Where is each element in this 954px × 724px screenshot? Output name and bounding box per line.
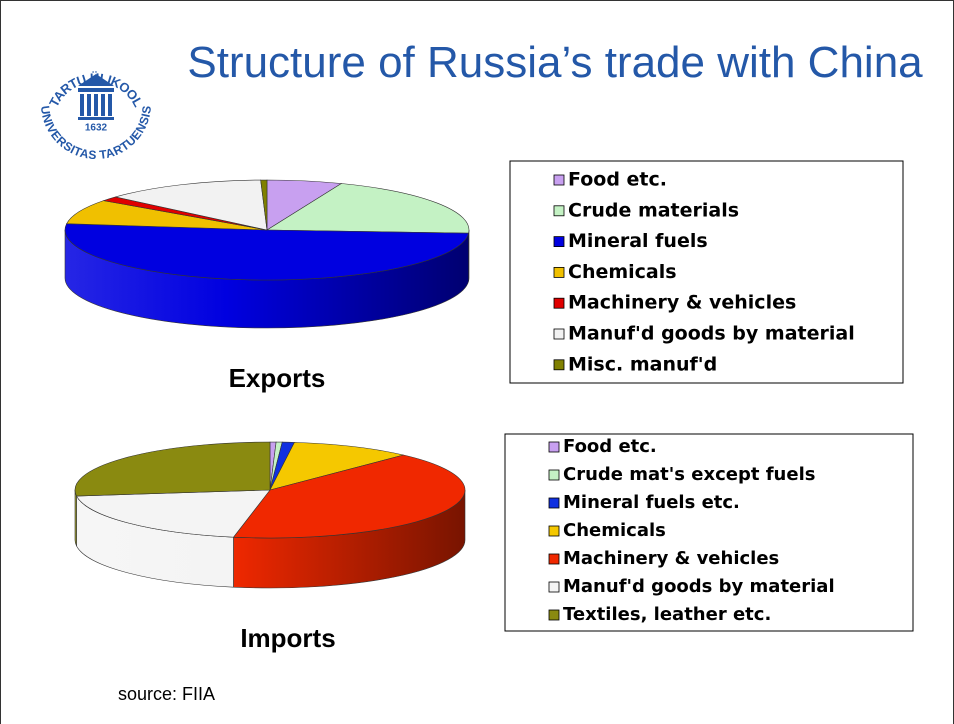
pie-slice (64, 223, 469, 281)
legend-swatch (553, 205, 565, 217)
legend-label: Chemicals (563, 520, 666, 541)
legend-label: Mineral fuels etc. (563, 492, 740, 513)
pie-slice (76, 489, 271, 538)
legend-label: Machinery & vehicles (563, 548, 779, 569)
pie-slice (66, 200, 268, 231)
legend-swatch (548, 525, 560, 537)
legend-label: Food etc. (568, 169, 667, 191)
legend-swatch (553, 359, 565, 371)
legend-swatch (548, 581, 560, 593)
legend-swatch (548, 469, 560, 481)
pie-title: Imports (240, 623, 335, 653)
pie-side (74, 489, 77, 547)
logo: TARTU ÜLIKOOL UNIVERSITAS TARTUENSIS 163… (38, 71, 155, 163)
legend-label: Machinery & vehicles (568, 292, 796, 314)
pie-slice (260, 179, 268, 231)
legend-label: Misc. manuf'd (568, 353, 717, 375)
legend-label: Food etc. (563, 436, 657, 457)
pie-title: Exports (229, 363, 326, 393)
slide-title: Structure of Russia’s trade with China (187, 38, 923, 87)
legend-label: Crude materials (568, 199, 739, 221)
logo-base (78, 117, 114, 120)
logo-beam (78, 88, 114, 92)
legend-swatch (548, 553, 560, 565)
logo-column (80, 94, 84, 116)
legend-swatch (553, 328, 565, 340)
logo-column (108, 94, 112, 116)
legend-swatch (548, 497, 560, 509)
pie-slice (232, 454, 466, 539)
logo-column (87, 94, 91, 116)
legend-label: Chemicals (568, 261, 677, 283)
legend-swatch (548, 441, 560, 453)
logo-roof (78, 74, 114, 86)
logo-year: 1632 (85, 123, 108, 134)
legend-label: Textiles, leather etc. (563, 604, 771, 625)
source: source: FIIA (118, 684, 215, 704)
legend-swatch (548, 609, 560, 621)
logo-column (94, 94, 98, 116)
legend-swatch (553, 236, 565, 248)
pie-slice (115, 179, 268, 231)
legend-box (509, 160, 904, 384)
legend-label: Manuf'd goods by material (563, 576, 835, 597)
legend-swatch (553, 297, 565, 309)
pie-slice (265, 183, 470, 234)
legend-label: Manuf'd goods by material (568, 323, 855, 345)
pie-slice (269, 442, 404, 491)
legend-label: Crude mat's except fuels (563, 464, 815, 485)
logo-column (101, 94, 105, 116)
legend-label: Mineral fuels (568, 230, 708, 252)
legend-swatch (553, 174, 565, 186)
legend-box (504, 433, 914, 632)
legend-swatch (553, 266, 565, 278)
pie-slice (74, 441, 271, 497)
